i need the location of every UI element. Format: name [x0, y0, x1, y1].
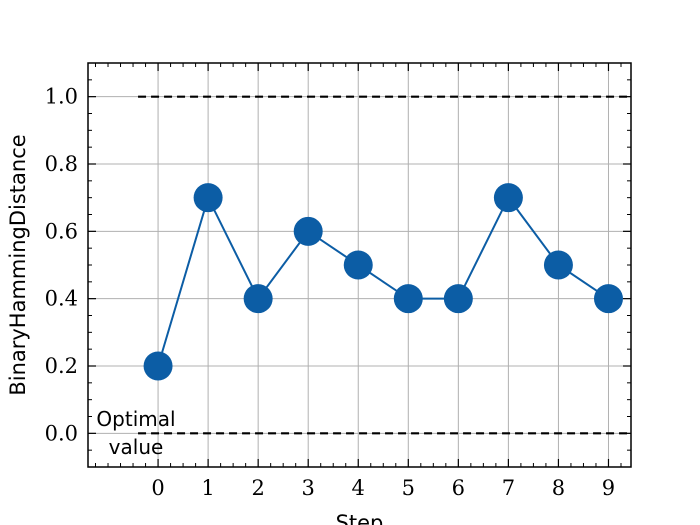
reference-lines — [138, 95, 631, 435]
x-tick-label: 6 — [452, 476, 465, 500]
y-tick-label: 1.0 — [45, 85, 78, 109]
y-tick-label: 0.0 — [45, 421, 78, 445]
data-point — [393, 284, 423, 314]
annotation-line: value — [109, 435, 164, 459]
x-tick-label: 5 — [402, 476, 415, 500]
x-tick-label: 7 — [502, 476, 515, 500]
data-point — [343, 250, 373, 280]
data-point — [293, 216, 323, 246]
tick-labels: 0 1 2 3 4 5 6 7 8 9 0.0 0.2 0.4 0.6 0.8 1.0 — [45, 85, 616, 500]
x-tick-label: 9 — [602, 476, 615, 500]
series-line — [157, 194, 610, 367]
data-point — [593, 284, 623, 314]
x-tick-label: 2 — [251, 476, 264, 500]
data-point — [193, 183, 223, 213]
data-point — [243, 284, 273, 314]
x-tick-label: 0 — [151, 476, 164, 500]
x-tick-label: 8 — [552, 476, 565, 500]
plot-frame — [87, 62, 632, 468]
y-tick-label: 0.2 — [45, 354, 78, 378]
data-point — [443, 284, 473, 314]
x-tick-label: 1 — [201, 476, 214, 500]
y-tick-label: 0.8 — [45, 152, 78, 176]
y-tick-label: 0.6 — [45, 219, 78, 243]
optimal-value-annotation: Optimal value — [96, 407, 175, 459]
data-point — [493, 183, 523, 213]
data-point — [543, 250, 573, 280]
x-axis-label: Step — [336, 511, 384, 525]
x-tick-label: 4 — [352, 476, 365, 500]
x-tick-label: 3 — [302, 476, 315, 500]
y-tick-label: 0.4 — [45, 287, 78, 311]
series — [143, 183, 623, 381]
y-axis-label: BinaryHammingDistance — [6, 134, 30, 395]
data-point — [143, 351, 173, 381]
annotation-line: Optimal — [96, 407, 175, 431]
